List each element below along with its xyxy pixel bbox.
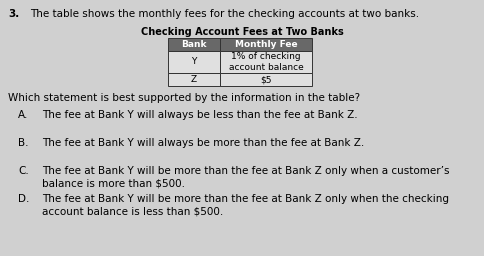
Text: Checking Account Fees at Two Banks: Checking Account Fees at Two Banks [141, 27, 343, 37]
Text: 1% of checking
account balance: 1% of checking account balance [228, 52, 303, 72]
Text: 3.: 3. [8, 9, 19, 19]
Text: Monthly Fee: Monthly Fee [235, 40, 297, 49]
Text: The fee at Bank Y will always be more than the fee at Bank Z.: The fee at Bank Y will always be more th… [42, 138, 364, 148]
Text: A.: A. [18, 110, 29, 120]
Bar [168, 73, 220, 86]
Text: The fee at Bank Y will be more than the fee at Bank Z only when a customer’s
bal: The fee at Bank Y will be more than the … [42, 166, 450, 188]
Text: B.: B. [18, 138, 29, 148]
Text: Y: Y [191, 58, 197, 67]
Bar [220, 38, 312, 51]
Text: C.: C. [18, 166, 29, 176]
Text: The fee at Bank Y will be more than the fee at Bank Z only when the checking
acc: The fee at Bank Y will be more than the … [42, 194, 449, 216]
Text: $5: $5 [260, 75, 272, 84]
Text: D.: D. [18, 194, 30, 204]
Text: Which statement is best supported by the information in the table?: Which statement is best supported by the… [8, 93, 360, 103]
Text: Bank: Bank [181, 40, 207, 49]
Bar [220, 51, 312, 73]
Text: Z: Z [191, 75, 197, 84]
Bar [168, 51, 220, 73]
Bar [220, 73, 312, 86]
Text: The table shows the monthly fees for the checking accounts at two banks.: The table shows the monthly fees for the… [30, 9, 419, 19]
Text: The fee at Bank Y will always be less than the fee at Bank Z.: The fee at Bank Y will always be less th… [42, 110, 358, 120]
Bar [168, 38, 220, 51]
